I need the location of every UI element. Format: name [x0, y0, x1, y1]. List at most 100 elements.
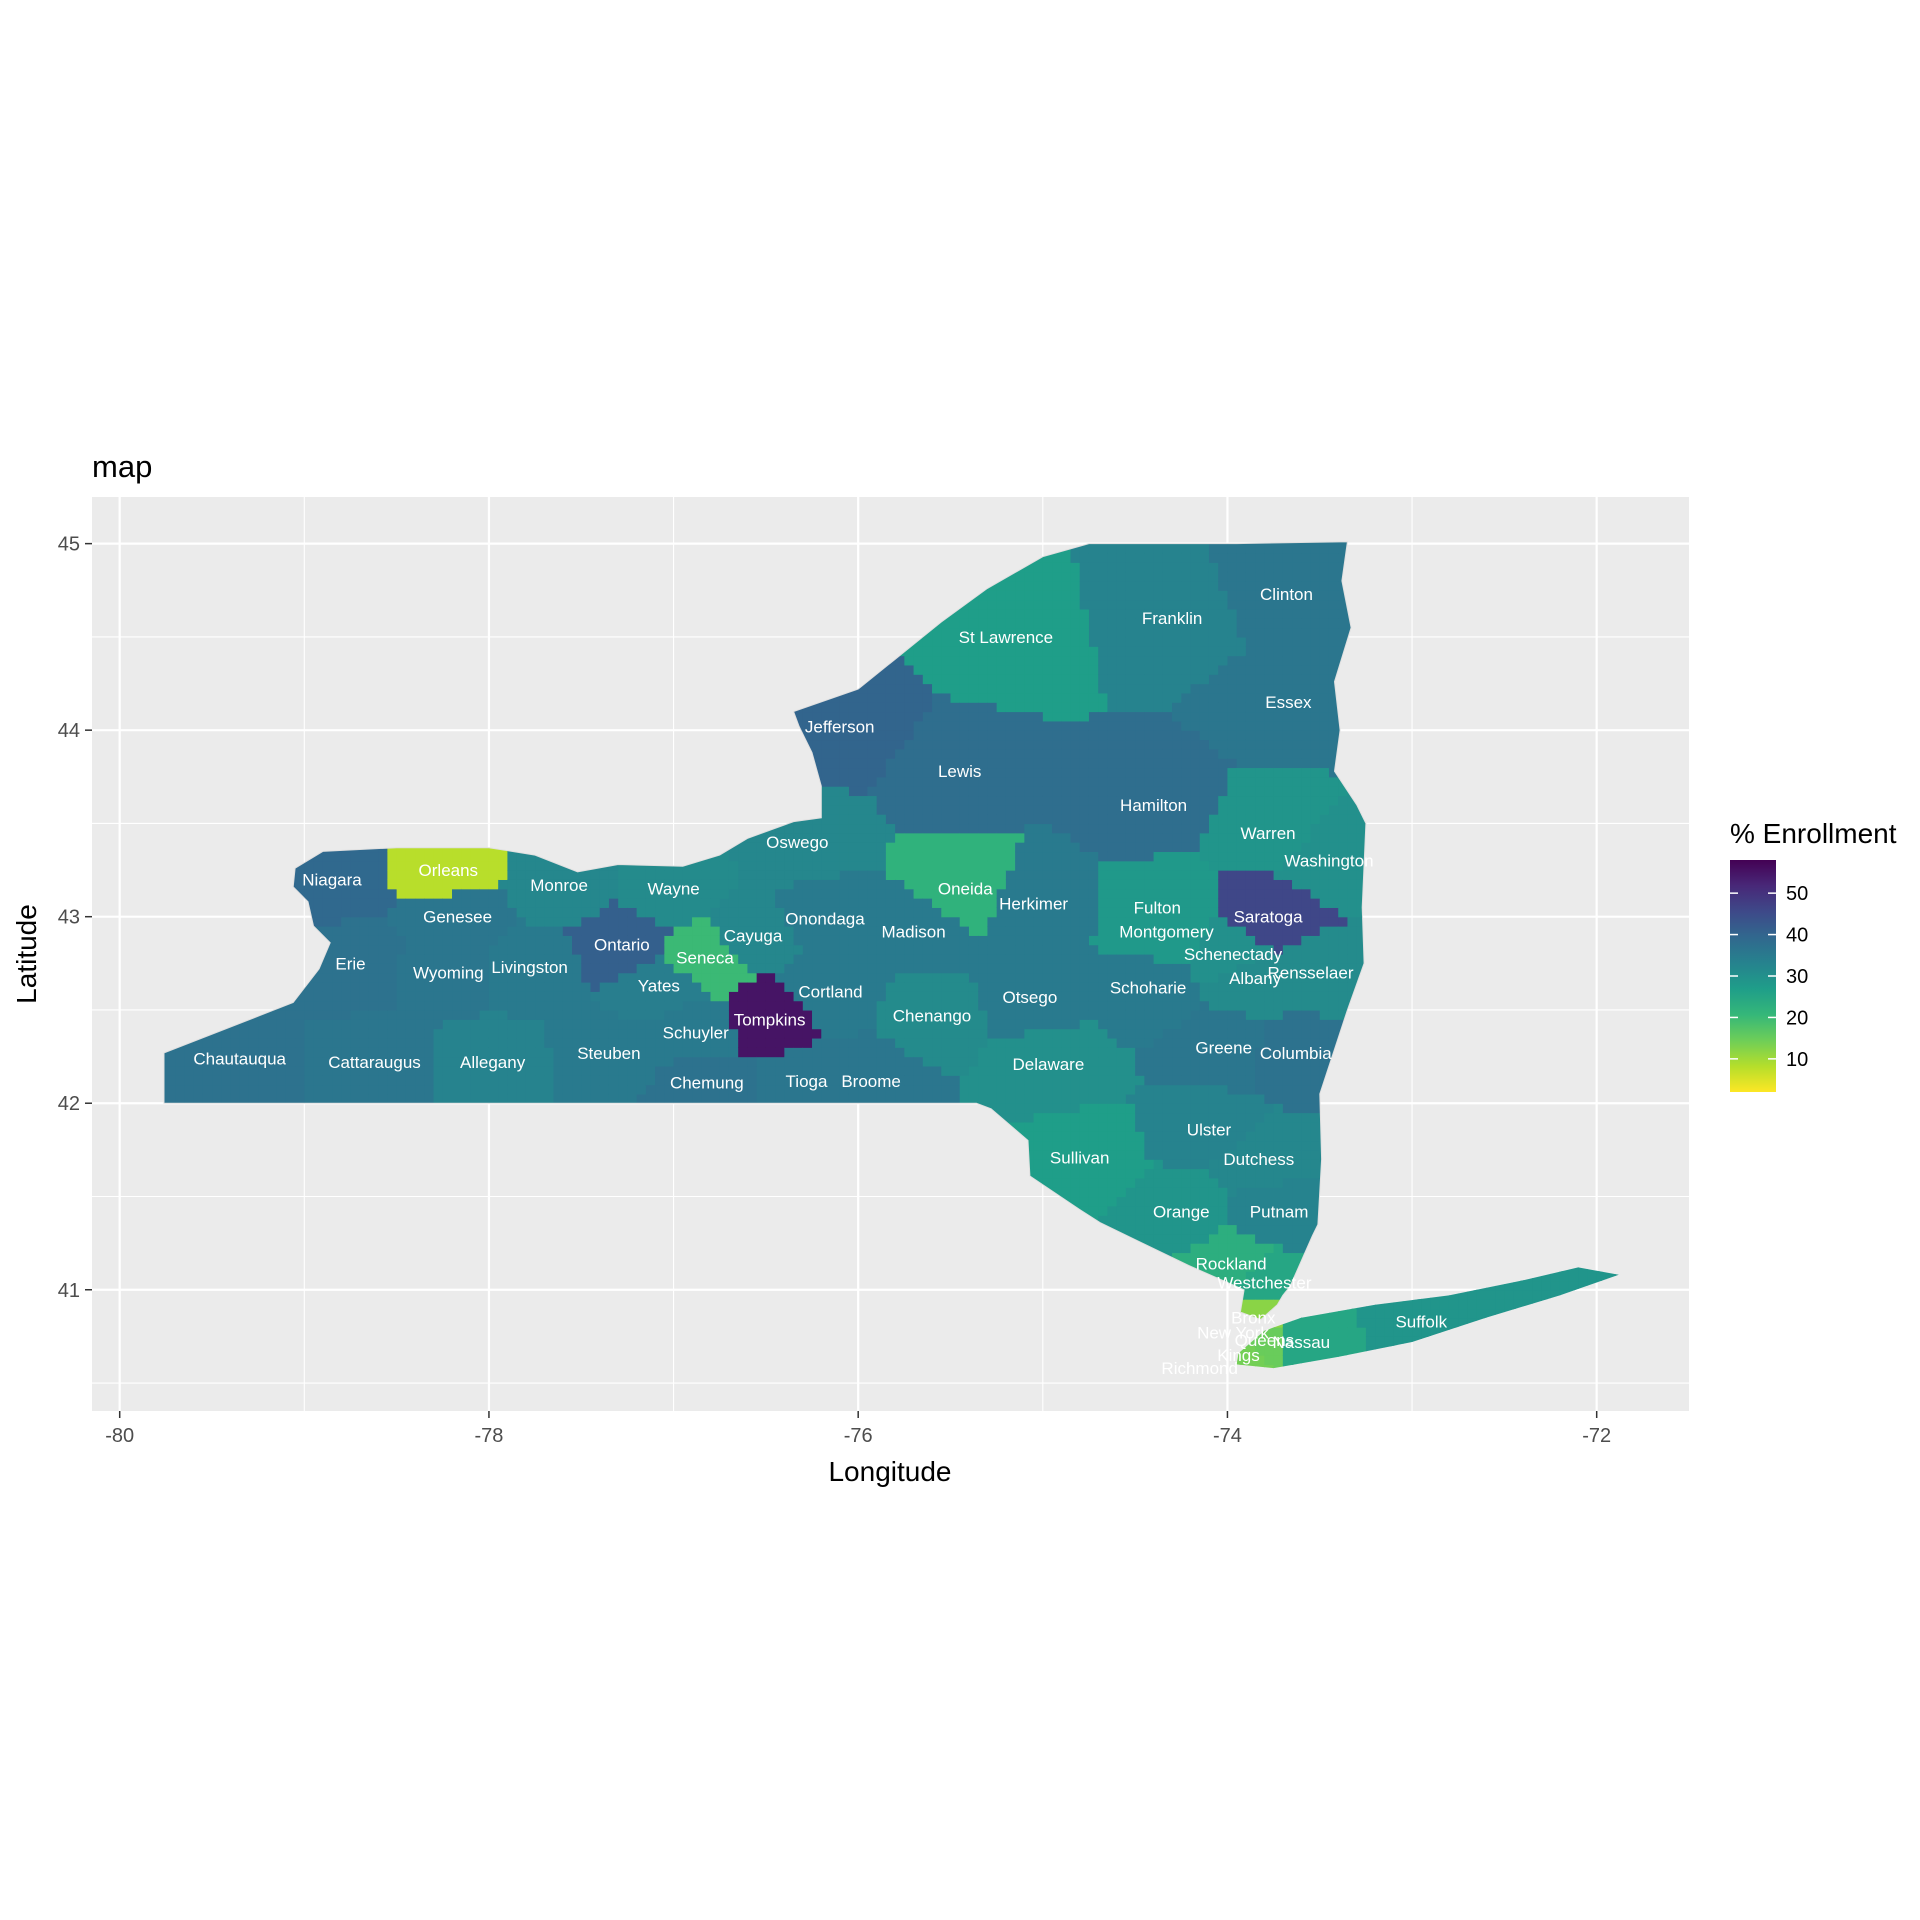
county-cell-monroe [535, 879, 545, 890]
county-cell-livingston [535, 1000, 545, 1011]
county-cell-chautauqua [285, 1093, 296, 1104]
county-cell-allegany [525, 1028, 536, 1039]
county-cell-livingston [516, 963, 527, 974]
county-cell-livingston [572, 963, 582, 974]
county-cell-chautauqua [202, 1084, 213, 1095]
county-cell-cattaraugus [424, 1047, 435, 1058]
county-cell-chautauqua [221, 1037, 232, 1048]
county-cell-cattaraugus [405, 1075, 416, 1086]
county-cell-genesee [433, 935, 444, 946]
county-cell-cattaraugus [396, 1037, 407, 1048]
county-cell-chautauqua [212, 1028, 222, 1039]
county-cell-livingston [498, 963, 508, 974]
county-cell-chautauqua [248, 1019, 259, 1030]
county-cell-livingston [498, 944, 508, 955]
county-cell-cattaraugus [341, 1028, 352, 1039]
county-cell-allegany [544, 1056, 555, 1067]
county-cell-niagara [341, 851, 352, 862]
county-cell-orleans [470, 870, 481, 880]
county-cell-allegany [488, 1019, 499, 1030]
county-cell-allegany [544, 1047, 555, 1058]
county-cell-yates [599, 991, 610, 1002]
county-cell-chautauqua [221, 1065, 232, 1076]
county-cell-allegany [452, 1056, 462, 1067]
county-cell-allegany [442, 1093, 453, 1104]
county-cell-allegany [516, 1047, 527, 1058]
county-cell-steuben [618, 1019, 629, 1030]
county-cell-ontario [636, 935, 647, 946]
county-cell-ontario [618, 907, 629, 918]
county-cell-livingston [544, 981, 555, 992]
county-cell-steuben [627, 1028, 638, 1039]
county-cell-erie [359, 981, 370, 992]
county-cell-erie [322, 963, 333, 974]
county-cell-erie [387, 935, 398, 946]
county-cell-orleans [405, 879, 416, 890]
county-cell-erie [332, 981, 342, 992]
county-cell-chautauqua [258, 1047, 268, 1058]
county-cell-wayne [627, 860, 638, 871]
county-cell-ontario [599, 944, 610, 955]
county-cell-genesee [470, 935, 481, 946]
county-cell-erie [322, 1009, 333, 1020]
county-cell-allegany [470, 1047, 481, 1058]
county-cell-orleans [452, 870, 462, 880]
county-cell-genesee [405, 926, 416, 936]
county-cell-wyoming [461, 981, 472, 992]
county-cell-genesee [442, 926, 453, 936]
county-cell-chautauqua [267, 1065, 278, 1076]
county-cell-livingston [507, 963, 518, 974]
county-cell-chautauqua [212, 1056, 222, 1067]
county-cell-chautauqua [221, 1047, 232, 1058]
county-cell-chautauqua [164, 1075, 167, 1086]
county-cell-orleans [498, 870, 508, 880]
county-cell-chautauqua [276, 1093, 287, 1104]
county-cell-steuben [544, 1019, 555, 1030]
county-cell-chautauqua [295, 1047, 305, 1058]
county-cell-livingston [553, 1009, 564, 1020]
county-cell-wyoming [396, 1000, 407, 1011]
county-cell-orleans [461, 879, 472, 890]
county-cell-ontario [590, 972, 601, 983]
county-cell-livingston [572, 981, 582, 992]
county-cell-allegany [535, 1037, 545, 1048]
county-cell-orleans [498, 860, 508, 871]
county-cell-cattaraugus [415, 1037, 425, 1048]
county-cell-chautauqua [184, 1084, 195, 1095]
county-cell-allegany [461, 1056, 472, 1067]
county-cell-allegany [479, 1037, 490, 1048]
county-cell-allegany [461, 1093, 472, 1104]
county-cell-orleans [424, 888, 435, 899]
county-cell-ontario [636, 954, 647, 964]
county-cell-chautauqua [248, 1065, 259, 1076]
county-cell-allegany [479, 1019, 490, 1030]
county-cell-wyoming [405, 1009, 416, 1020]
county-cell-chautauqua [239, 1056, 250, 1067]
county-cell-niagara [313, 888, 324, 899]
county-cell-cattaraugus [359, 1009, 370, 1020]
county-cell-monroe [507, 860, 518, 871]
county-cell-erie [341, 944, 352, 955]
county-cell-orleans [479, 851, 490, 862]
county-cell-genesee [424, 926, 435, 936]
county-cell-erie [332, 1009, 342, 1020]
county-cell-niagara [350, 898, 361, 908]
county-cell-chautauqua [295, 1093, 305, 1104]
county-cell-ontario [608, 898, 619, 908]
county-cell-cattaraugus [359, 1047, 370, 1058]
county-cell-erie [341, 972, 352, 983]
county-cell-yates [636, 963, 647, 974]
county-cell-niagara [341, 888, 352, 899]
county-cell-chautauqua [221, 1028, 232, 1039]
county-cell-steuben [562, 1019, 573, 1030]
county-cell-orleans [415, 851, 425, 862]
county-cell-wyoming [424, 991, 435, 1002]
county-cell-yates [636, 981, 647, 992]
county-cell-genesee [461, 935, 472, 946]
county-cell-steuben [553, 1065, 564, 1076]
county-cell-niagara [350, 860, 361, 871]
county-cell-monroe [535, 888, 545, 899]
county-cell-monroe [507, 888, 518, 899]
county-cell-cattaraugus [415, 1028, 425, 1039]
county-cell-niagara [368, 907, 379, 918]
